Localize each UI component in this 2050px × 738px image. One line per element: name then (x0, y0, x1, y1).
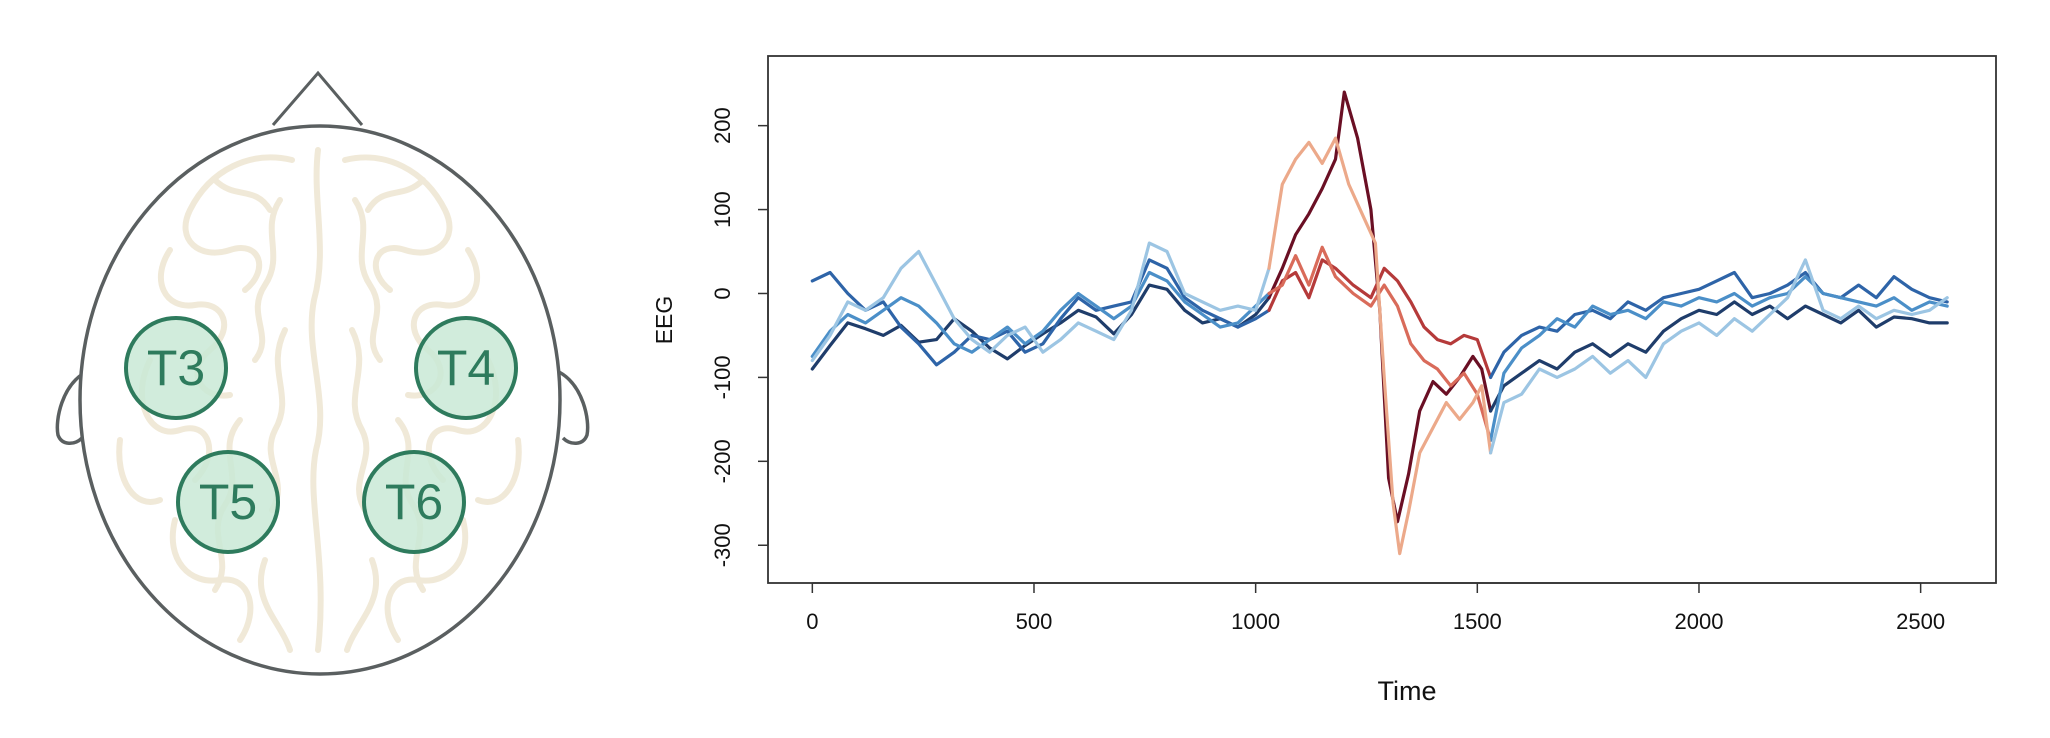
series-line-post (1489, 300, 1949, 413)
y-tick-label: -200 (710, 439, 735, 483)
series-line-pre (810, 241, 1271, 363)
y-axis-title: EEG (651, 296, 677, 345)
series-line-pre (810, 258, 1271, 367)
x-tick-label: 1500 (1453, 609, 1502, 634)
head-diagram: T3 T4 T5 T6 (55, 70, 590, 676)
series-line-window (1267, 245, 1493, 442)
electrode-circle (176, 450, 280, 554)
series-line-post (1489, 258, 1949, 455)
y-axis: -300 -200 -100 0 100 200 (710, 107, 769, 567)
electrode-label: T4 (437, 340, 495, 396)
electrode-t4: T4 (414, 316, 518, 420)
y-tick-label: 200 (710, 107, 735, 144)
left-ear-outline (55, 370, 87, 445)
series-3 (810, 245, 1949, 442)
series-line-pre (810, 283, 1271, 371)
series-line-post (1489, 275, 1949, 442)
electrode-circle (414, 316, 518, 420)
x-tick-label: 0 (806, 609, 818, 634)
series-line-post (1489, 270, 1949, 379)
electrode-t3: T3 (124, 316, 228, 420)
y-tick-label: 0 (710, 287, 735, 299)
series-line-window (1267, 136, 1493, 556)
series-4 (810, 136, 1949, 556)
nose-outline (271, 70, 364, 126)
series-layer (810, 90, 1949, 556)
electrode-label: T6 (385, 474, 443, 530)
y-tick-label: -100 (710, 355, 735, 399)
electrode-circle (124, 316, 228, 420)
electrode-t5: T5 (176, 450, 280, 554)
x-tick-label: 2500 (1896, 609, 1945, 634)
series-line-pre (810, 270, 1271, 358)
x-tick-label: 500 (1016, 609, 1053, 634)
electrode-label: T3 (147, 340, 205, 396)
electrode-label: T5 (199, 474, 257, 530)
series-2 (810, 258, 1949, 379)
x-tick-label: 2000 (1674, 609, 1723, 634)
y-tick-label: -300 (710, 523, 735, 567)
electrode-circle (362, 450, 466, 554)
y-tick-label: 100 (710, 191, 735, 228)
x-tick-label: 1000 (1231, 609, 1280, 634)
x-axis: 0 500 1000 1500 2000 2500 (806, 582, 1945, 634)
x-axis-title: Time (1378, 676, 1437, 706)
electrodes: T3 T4 T5 T6 (124, 316, 518, 554)
right-ear-outline (558, 370, 590, 445)
electrode-t6: T6 (362, 450, 466, 554)
series-line-window (1267, 258, 1493, 379)
